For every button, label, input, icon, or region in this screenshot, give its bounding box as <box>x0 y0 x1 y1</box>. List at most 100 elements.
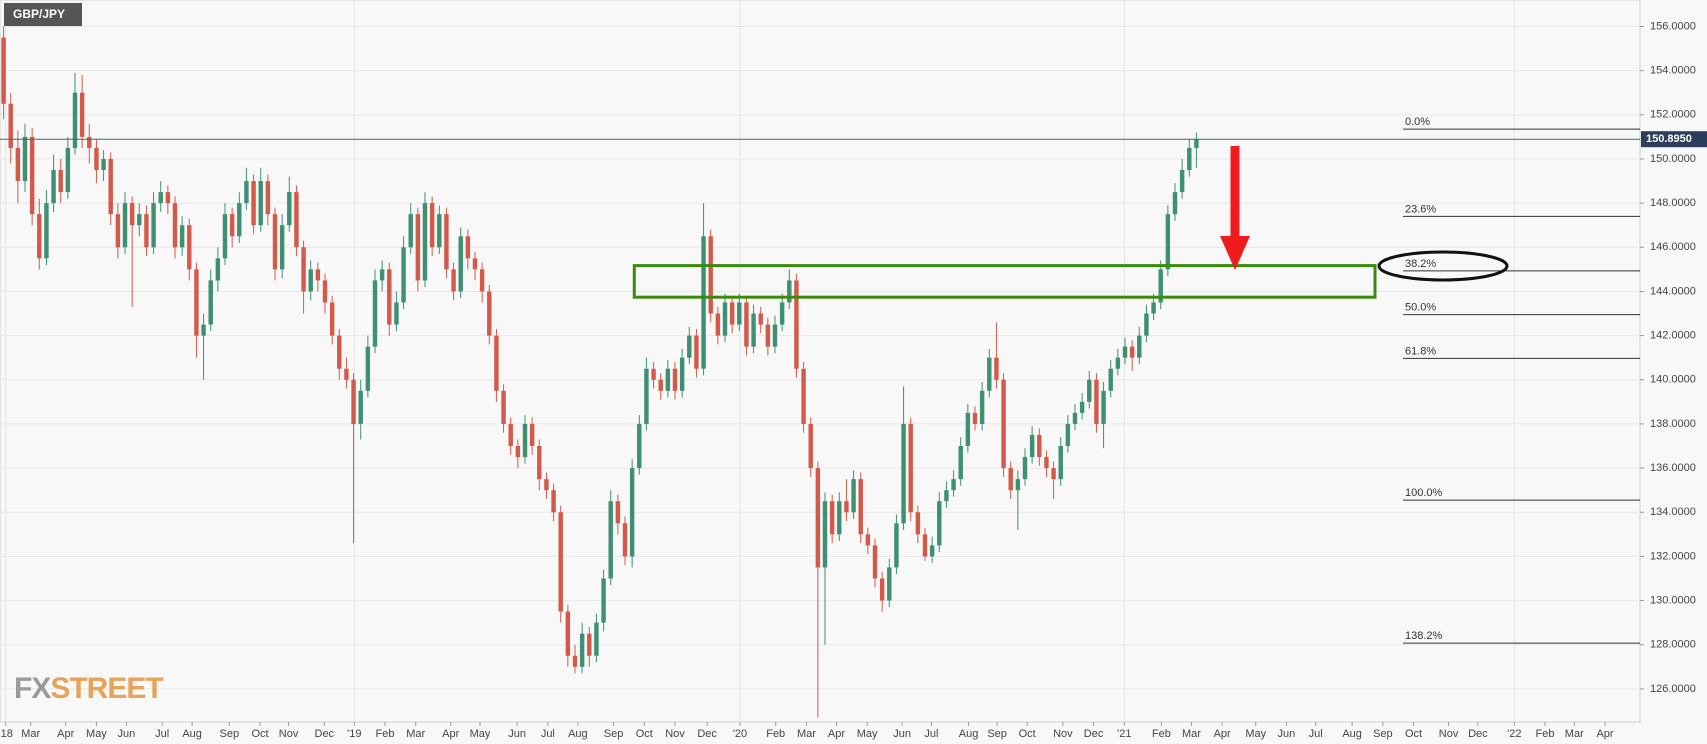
candle-body <box>758 313 763 325</box>
candle-body <box>1115 357 1121 369</box>
candle-body <box>515 446 521 458</box>
y-tick-label: 142.0000 <box>1650 330 1696 342</box>
candle-body <box>594 622 599 656</box>
x-tick-label: Feb <box>766 728 785 740</box>
candle-body <box>44 203 49 259</box>
candle-body <box>708 236 713 314</box>
candle-body <box>465 236 471 259</box>
fib-label: 61.8% <box>1405 345 1436 357</box>
x-tick-label: Feb <box>376 728 395 740</box>
y-tick-label: 144.0000 <box>1650 285 1696 297</box>
candle-body <box>1001 379 1006 469</box>
candle-body <box>579 633 585 667</box>
candle-body <box>237 203 242 237</box>
x-tick-label: Apr <box>442 728 459 740</box>
candle-body <box>244 181 249 204</box>
candle-body <box>72 92 78 148</box>
candle-body <box>1094 379 1099 424</box>
candle-body <box>665 368 671 391</box>
candle-body <box>229 214 235 237</box>
logo-prefix: FX <box>14 672 51 705</box>
candle-body <box>1137 335 1142 358</box>
candle-body <box>1051 468 1056 480</box>
candle-body <box>501 390 506 424</box>
candle-body <box>987 357 992 391</box>
candle-body <box>787 280 792 303</box>
candle-body <box>1 37 6 104</box>
x-tick-label: Oct <box>1405 728 1422 740</box>
candle-body <box>672 368 678 391</box>
candle-body <box>301 247 306 292</box>
candle-body <box>315 269 321 281</box>
candle-body <box>15 147 21 182</box>
candle-body <box>494 335 499 391</box>
fib-label: 38.2% <box>1405 258 1436 270</box>
x-tick-label: Aug <box>182 728 202 740</box>
candle-body <box>479 269 485 292</box>
candle-body <box>815 468 821 568</box>
x-tick-label: May <box>1245 728 1266 740</box>
candle-body <box>408 214 413 248</box>
x-tick-label: Aug <box>568 728 588 740</box>
candle-body <box>79 92 85 137</box>
candle-body <box>351 379 356 424</box>
candle-body <box>529 423 535 447</box>
y-tick-label: 152.0000 <box>1650 109 1696 121</box>
candle-body <box>1022 457 1028 480</box>
x-tick-label: Dec <box>1084 728 1104 740</box>
candle-body <box>472 258 478 270</box>
logo-suffix: STREET <box>50 672 163 705</box>
candle-body <box>601 578 606 623</box>
x-tick-label: Sep <box>987 728 1007 740</box>
candle-body <box>308 269 313 292</box>
candle-body <box>215 258 221 281</box>
candle-body <box>694 335 699 369</box>
fib-label: 23.6% <box>1405 203 1436 215</box>
candle-body <box>1037 434 1042 458</box>
x-tick-label: Apr <box>57 728 74 740</box>
candle-body <box>779 302 785 325</box>
candles <box>1 26 1199 718</box>
candle-body <box>129 203 135 226</box>
x-tick-label: Mar <box>1182 728 1201 740</box>
x-tick-label: Nov <box>665 728 685 740</box>
candle-body <box>837 501 842 535</box>
x-tick-label: Mar <box>1565 728 1584 740</box>
candle-body <box>901 423 906 524</box>
candle-body <box>429 203 435 248</box>
x-tick-label: '19 <box>347 728 361 740</box>
support-zone <box>632 264 1377 299</box>
candle-body <box>679 357 685 391</box>
candle-body <box>165 192 171 204</box>
y-tick-label: 126.0000 <box>1650 683 1696 695</box>
x-tick-label: Feb <box>1152 728 1171 740</box>
candle-body <box>565 611 571 656</box>
candle-body <box>865 534 871 546</box>
y-tick-label: 138.0000 <box>1650 418 1696 430</box>
x-tick-label: Jul <box>924 728 938 740</box>
current-price-tag <box>1641 131 1707 148</box>
candle-body <box>972 412 978 424</box>
candle-body <box>622 523 628 557</box>
y-tick-label: 136.0000 <box>1650 462 1696 474</box>
candle-body <box>287 192 292 226</box>
candle-body <box>958 446 963 480</box>
candle-body <box>922 534 928 557</box>
candle-body <box>894 523 899 568</box>
candle-body <box>858 479 863 535</box>
candle-body <box>458 236 463 292</box>
candle-body <box>844 501 849 513</box>
candle-body <box>887 567 892 601</box>
candle-body <box>29 136 35 215</box>
candle-body <box>872 545 878 579</box>
candle-body <box>544 479 549 491</box>
candle-body <box>822 501 828 568</box>
candle-body <box>937 501 942 546</box>
candle-body <box>115 214 121 248</box>
x-tick-label: Dec <box>315 728 335 740</box>
x-tick-label: Oct <box>1019 728 1036 740</box>
x-tick-label: Mar <box>21 728 40 740</box>
y-tick-label: 156.0000 <box>1650 20 1696 32</box>
candle-body <box>401 247 406 303</box>
